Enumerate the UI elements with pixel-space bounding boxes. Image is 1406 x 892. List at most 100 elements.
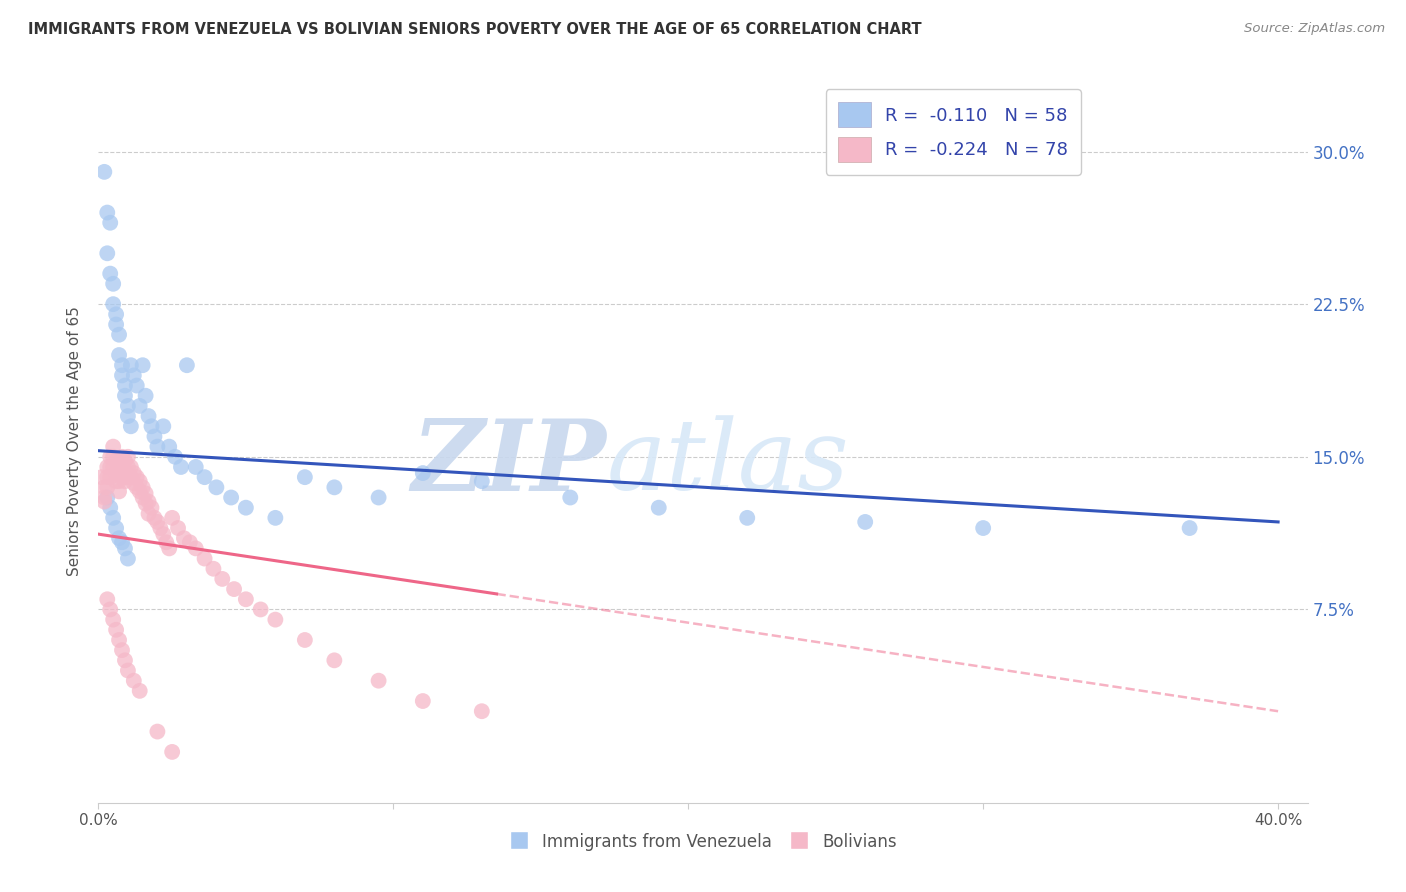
Point	[114, 474, 136, 488]
Point	[160, 745, 183, 759]
Point	[90, 470, 112, 484]
Text: IMMIGRANTS FROM VENEZUELA VS BOLIVIAN SENIORS POVERTY OVER THE AGE OF 65 CORRELA: IMMIGRANTS FROM VENEZUELA VS BOLIVIAN SE…	[28, 22, 922, 37]
Point	[323, 480, 346, 494]
Point	[138, 409, 160, 423]
Point	[120, 460, 142, 475]
Point	[111, 358, 134, 372]
Point	[219, 491, 242, 505]
Point	[122, 673, 145, 688]
Point	[205, 480, 228, 494]
Point	[96, 480, 118, 494]
Point	[128, 484, 150, 499]
Point	[264, 613, 287, 627]
Point	[160, 511, 183, 525]
Point	[117, 399, 139, 413]
Point	[471, 474, 494, 488]
Point	[155, 535, 177, 549]
Point	[98, 450, 121, 464]
Point	[135, 389, 157, 403]
Point	[143, 511, 166, 525]
Point	[149, 521, 172, 535]
Point	[131, 491, 153, 505]
Point	[108, 632, 131, 647]
Point	[853, 515, 876, 529]
Point	[98, 267, 121, 281]
Point	[146, 515, 169, 529]
Point	[98, 500, 121, 515]
Point	[125, 378, 148, 392]
Point	[111, 450, 134, 464]
Point	[111, 535, 134, 549]
Point	[114, 389, 136, 403]
Point	[131, 480, 153, 494]
Point	[194, 551, 217, 566]
Point	[108, 531, 131, 545]
Point	[235, 500, 257, 515]
Point	[108, 327, 131, 342]
Point	[96, 246, 118, 260]
Text: ZIP: ZIP	[412, 415, 606, 511]
Point	[323, 653, 346, 667]
Point	[165, 450, 187, 464]
Point	[167, 521, 190, 535]
Point	[98, 216, 121, 230]
Point	[235, 592, 257, 607]
Point	[93, 494, 115, 508]
Point	[101, 297, 124, 311]
Point	[128, 399, 150, 413]
Point	[105, 623, 128, 637]
Point	[105, 318, 128, 332]
Point	[294, 632, 316, 647]
Point	[98, 602, 121, 616]
Point	[114, 541, 136, 556]
Point	[117, 409, 139, 423]
Point	[179, 535, 201, 549]
Point	[101, 450, 124, 464]
Point	[114, 378, 136, 392]
Point	[105, 454, 128, 468]
Point	[96, 592, 118, 607]
Point	[128, 474, 150, 488]
Point	[202, 562, 225, 576]
Point	[93, 165, 115, 179]
Point	[111, 460, 134, 475]
Point	[194, 470, 217, 484]
Point	[141, 500, 163, 515]
Point	[117, 664, 139, 678]
Point	[108, 348, 131, 362]
Point	[111, 470, 134, 484]
Point	[152, 419, 174, 434]
Point	[114, 464, 136, 478]
Point	[146, 440, 169, 454]
Point	[101, 511, 124, 525]
Point	[176, 358, 198, 372]
Point	[120, 470, 142, 484]
Point	[101, 440, 124, 454]
Point	[125, 470, 148, 484]
Point	[122, 476, 145, 491]
Point	[138, 494, 160, 508]
Point	[735, 511, 758, 525]
Point	[117, 450, 139, 464]
Point	[114, 454, 136, 468]
Point	[117, 460, 139, 475]
Point	[98, 470, 121, 484]
Point	[560, 491, 582, 505]
Point	[105, 307, 128, 321]
Point	[122, 466, 145, 480]
Point	[120, 358, 142, 372]
Point	[128, 684, 150, 698]
Text: Source: ZipAtlas.com: Source: ZipAtlas.com	[1244, 22, 1385, 36]
Point	[157, 541, 180, 556]
Point	[108, 464, 131, 478]
Point	[96, 491, 118, 505]
Point	[141, 419, 163, 434]
Point	[96, 470, 118, 484]
Point	[101, 613, 124, 627]
Point	[125, 480, 148, 494]
Point	[367, 673, 389, 688]
Point	[170, 460, 193, 475]
Point	[184, 541, 207, 556]
Point	[108, 484, 131, 499]
Text: atlas: atlas	[606, 416, 849, 511]
